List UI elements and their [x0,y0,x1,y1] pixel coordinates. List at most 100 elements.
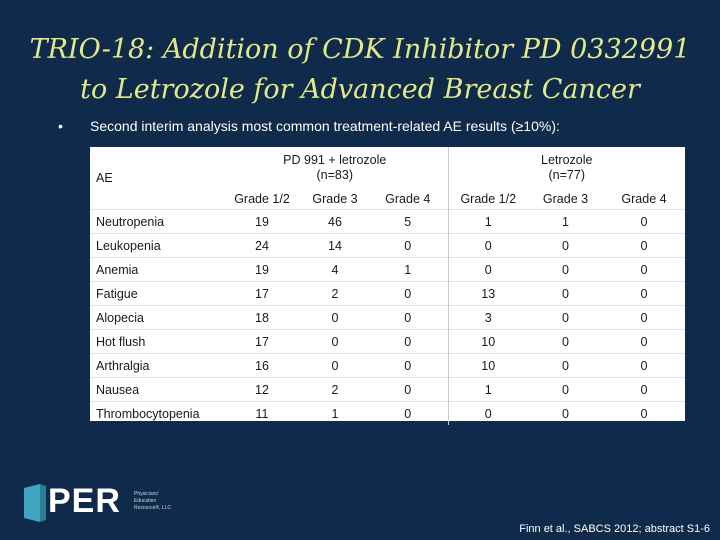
bullet-marker: • [58,118,63,134]
value-cell: 16 [222,353,302,378]
value-cell: 0 [528,401,603,425]
table-grade-header-row: Grade 1/2 Grade 3 Grade 4 Grade 1/2 Grad… [90,189,685,210]
per-logo: PER Physicians' Education Resource®, LLC [22,482,172,524]
value-cell: 13 [447,281,528,306]
value-cell: 46 [302,209,368,234]
value-cell: 1 [528,209,603,234]
table-row: Nausea 12 2 0 1 0 0 [90,377,685,402]
value-cell: 0 [302,329,368,354]
value-cell: 19 [222,257,302,282]
value-cell: 14 [302,233,368,258]
value-cell: 0 [368,353,448,378]
title-line-1: TRIO-18: Addition of CDK Inhibitor PD 03… [29,34,691,65]
ae-name-cell: Anemia [90,257,222,282]
value-cell: 1 [447,377,528,402]
value-cell: 1 [447,209,528,234]
value-cell: 0 [368,377,448,402]
value-cell: 0 [368,305,448,330]
logo-tagline-line: Physicians' [134,491,159,497]
value-cell: 17 [222,281,302,306]
value-cell: 12 [222,377,302,402]
value-cell: 3 [447,305,528,330]
value-cell: 0 [603,305,685,330]
ae-name-cell: Alopecia [90,305,222,330]
value-cell: 18 [222,305,302,330]
value-cell: 24 [222,233,302,258]
value-cell: 2 [302,377,368,402]
value-cell: 0 [603,329,685,354]
citation: Finn et al., SABCS 2012; abstract S1-6 [519,523,710,535]
value-cell: 19 [222,209,302,234]
value-cell: 0 [528,257,603,282]
value-cell: 0 [368,281,448,306]
table-row: Alopecia 18 0 0 3 0 0 [90,305,685,330]
value-cell: 1 [368,257,448,282]
value-cell: 0 [528,281,603,306]
table-row: Hot flush 17 0 0 10 0 0 [90,329,685,354]
value-cell: 1 [302,401,368,425]
ae-column-header: AE [96,170,113,185]
value-cell: 0 [302,353,368,378]
ae-name-cell: Leukopenia [90,233,222,258]
value-cell: 0 [603,209,685,234]
logo-tagline: Physicians' Education Resource®, LLC [134,491,171,512]
group-letrozole-n: (n=77) [548,168,585,182]
grade-header: Grade 3 [312,192,358,206]
value-cell: 0 [368,233,448,258]
value-cell: 0 [302,305,368,330]
value-cell: 0 [603,401,685,425]
table-row: Arthralgia 16 0 0 10 0 0 [90,353,685,378]
ae-name-cell: Thrombocytopenia [90,401,222,425]
group-header-pd991: PD 991 + letrozole (n=83) [222,147,448,189]
value-cell: 0 [528,305,603,330]
grade-header: Grade 1/2 [234,192,290,206]
value-cell: 2 [302,281,368,306]
grade-header: Grade 4 [621,192,667,206]
value-cell: 0 [447,401,528,425]
value-cell: 0 [528,353,603,378]
value-cell: 11 [222,401,302,425]
slide-title: TRIO-18: Addition of CDK Inhibitor PD 03… [0,30,720,110]
per-logo-mark [24,484,46,522]
subtitle-text: Second interim analysis most common trea… [90,118,560,134]
ae-name-cell: Nausea [90,377,222,402]
table-row: Anemia 19 4 1 0 0 0 [90,257,685,282]
value-cell: 0 [603,281,685,306]
value-cell: 0 [603,353,685,378]
ae-name-cell: Arthralgia [90,353,222,378]
title-line-2: to Letrozole for Advanced Breast Cancer [80,74,640,105]
table-row: Neutropenia 19 46 5 1 1 0 [90,209,685,234]
value-cell: 0 [603,377,685,402]
group-header-letrozole: Letrozole (n=77) [447,147,685,189]
logo-text: PER [48,482,121,520]
logo-tagline-line: Resource®, LLC [134,505,172,511]
table-body: Neutropenia 19 46 5 1 1 0 Leukopenia 24 14 0 0 0 0 Ane… [90,209,685,425]
table-group-header-row: AE PD 991 + letrozole (n=83) Letrozole (… [90,147,685,189]
value-cell: 0 [528,233,603,258]
grade-header: Grade 1/2 [447,189,528,210]
value-cell: 4 [302,257,368,282]
value-cell: 0 [528,329,603,354]
logo-tagline-line: Education [134,498,157,504]
ae-name-cell: Fatigue [90,281,222,306]
grade-header: Grade 3 [542,192,589,206]
value-cell: 10 [447,329,528,354]
table-row: Thrombocytopenia 11 1 0 0 0 0 [90,401,685,425]
value-cell: 0 [447,233,528,258]
group-letrozole-name: Letrozole [541,153,593,167]
table-row: Leukopenia 24 14 0 0 0 0 [90,233,685,258]
ae-name-cell: Neutropenia [90,209,222,234]
value-cell: 0 [368,401,448,425]
group-pd991-name: PD 991 + letrozole [283,153,387,167]
value-cell: 0 [447,257,528,282]
ae-name-cell: Hot flush [90,329,222,354]
value-cell: 0 [368,329,448,354]
group-pd991-n: (n=83) [316,168,353,182]
value-cell: 0 [603,233,685,258]
value-cell: 5 [368,209,448,234]
value-cell: 0 [528,377,603,402]
ae-table: AE PD 991 + letrozole (n=83) Letrozole (… [90,147,685,425]
value-cell: 10 [447,353,528,378]
grade-header: Grade 4 [385,192,431,206]
value-cell: 17 [222,329,302,354]
